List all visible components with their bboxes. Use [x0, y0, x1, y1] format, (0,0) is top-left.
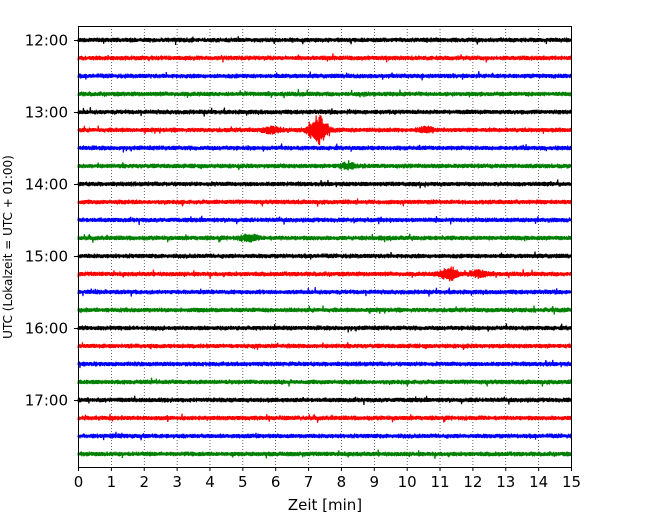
- seismogram-trace: [77, 215, 572, 226]
- x-tick-label: 11: [430, 473, 449, 491]
- y-tick-label: 12:00: [25, 32, 68, 50]
- seismogram-trace: [77, 377, 572, 387]
- x-tick-label: 0: [74, 473, 84, 491]
- x-tick-label: 2: [139, 473, 149, 491]
- seismogram-trace: [77, 323, 572, 333]
- seismogram-trace: [77, 342, 572, 350]
- seismogram-trace: [77, 53, 572, 63]
- seismogram-trace: [77, 71, 572, 81]
- y-axis-label: UTC (Lokalzeit = UTC + 01:00): [1, 155, 15, 339]
- y-axis: 12:00 13:00 14:00 15:00 16:00 17:00: [25, 32, 78, 410]
- plot-frame: [78, 26, 572, 468]
- seismogram-trace: [77, 89, 572, 99]
- seismogram-traces: [77, 36, 572, 459]
- x-tick-label: 13: [496, 473, 515, 491]
- y-tick-label: 14:00: [25, 176, 68, 194]
- seismogram-trace: [77, 359, 572, 369]
- seismogram-trace: [77, 179, 572, 189]
- y-tick-label: 17:00: [25, 392, 68, 410]
- seismogram-trace: [77, 287, 572, 297]
- seismogram-trace: [77, 114, 572, 146]
- y-tick-label: 13:00: [25, 104, 68, 122]
- seismogram-trace: [77, 266, 572, 282]
- x-tick-label: 1: [107, 473, 117, 491]
- x-axis: 0 1 2 3 4 5 6 7 8 9 10 11 12 13 14 15: [74, 467, 581, 491]
- seismogram-trace: [77, 198, 572, 207]
- x-tick-label: 14: [529, 473, 548, 491]
- x-tick-label: 15: [562, 473, 581, 491]
- seismogram-trace: [77, 413, 572, 423]
- x-tick-label: 4: [205, 473, 215, 491]
- seismogram-trace: [77, 143, 572, 153]
- seismogram-trace: [77, 305, 572, 315]
- x-tick-label: 5: [238, 473, 248, 491]
- seismogram-trace: [77, 449, 572, 459]
- x-tick-label: 10: [398, 473, 417, 491]
- x-tick-label: 12: [463, 473, 482, 491]
- seismogram-trace: [77, 107, 572, 117]
- x-tick-label: 3: [172, 473, 182, 491]
- seismogram-trace: [77, 251, 572, 260]
- x-tick-label: 6: [271, 473, 281, 491]
- seismogram-trace: [77, 160, 572, 171]
- x-tick-label: 7: [304, 473, 314, 491]
- y-tick-label: 16:00: [25, 320, 68, 338]
- seismogram-trace: [77, 395, 572, 406]
- seismogram-trace: [77, 36, 572, 45]
- y-tick-label: 15:00: [25, 248, 68, 266]
- seismogram-trace: [77, 431, 572, 441]
- x-axis-label: Zeit [min]: [288, 496, 362, 514]
- seismogram-trace: [77, 233, 572, 243]
- x-tick-label: 8: [337, 473, 347, 491]
- x-tick-label: 9: [370, 473, 380, 491]
